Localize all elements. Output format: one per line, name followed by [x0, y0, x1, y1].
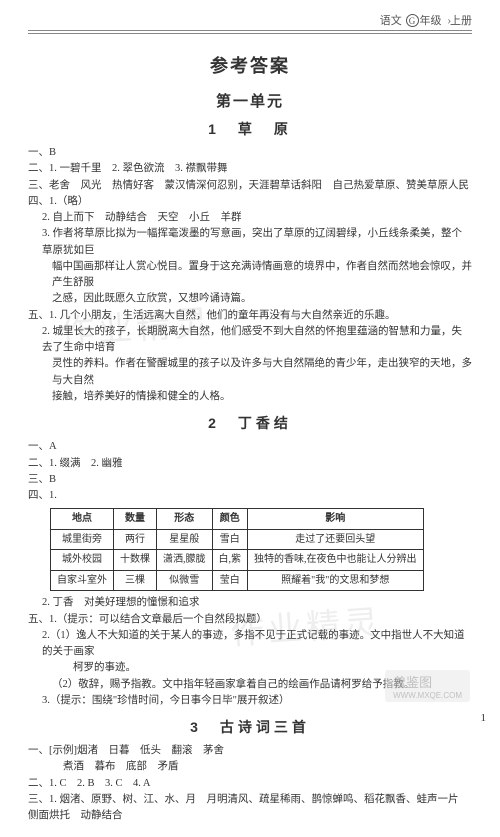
page-number: 1	[481, 712, 487, 724]
answer-line: 四、1.（略）	[28, 194, 472, 210]
answer-line: 2.（1）逸人不大知道的关于某人的事迹，多指不见于正式记载的事迹。文中指世人不大…	[28, 628, 472, 661]
table-row: 自家斗室外 三棵 似微雪 莹白 照耀着"我"的文思和梦想	[51, 570, 424, 591]
table-cell: 自家斗室外	[51, 570, 114, 591]
header-subject: 语文	[380, 15, 402, 27]
table-header: 影响	[248, 509, 424, 530]
answer-line: 三、B	[28, 472, 472, 488]
answer-line: 二、1. 缀满 2. 幽雅	[28, 456, 472, 472]
table-cell: 雪白	[212, 529, 248, 550]
header-rule-2	[28, 33, 472, 34]
main-title: 参考答案	[28, 52, 472, 78]
unit-title: 第一单元	[28, 90, 472, 111]
lesson-1-content: 一、B 二、1. 一碧千里 2. 翠色欲流 3. 襟飘带舞 三、老舍 风光 热情…	[28, 145, 472, 405]
header-volume: 上册	[450, 15, 472, 27]
table-cell: 照耀着"我"的文思和梦想	[248, 570, 424, 591]
table-header: 颜色	[212, 509, 248, 530]
footer-wm-sub: WWW.MXQE.COM	[393, 691, 462, 700]
table-row: 城里街旁 两行 星星般 雪白 走过了还要回头望	[51, 529, 424, 550]
answer-line: 二、1. 一碧千里 2. 翠色欲流 3. 襟飘带舞	[28, 161, 472, 177]
answer-line: 之感，因此既愿久立欣赏，又想吟诵诗篇。	[28, 291, 472, 307]
footer-wm-main: 曾鉴图	[393, 675, 432, 690]
answer-line: 三、老舍 风光 热情好客 蒙汉情深何忍别，天涯碧草话斜阳 自己热爱草原、赞美草原…	[28, 178, 472, 194]
answer-line: 一、A	[28, 439, 472, 455]
answer-line: 四、1.	[28, 488, 472, 504]
answer-line: 五、1. 几个小朋友，生活远离大自然，他们的童年再没有与大自然亲近的乐趣。	[28, 308, 472, 324]
header-grade-suffix: 年级	[420, 15, 442, 27]
answer-line: 3. 作者将草原比拟为一幅挥毫泼墨的写意画，突出了草原的辽阔碧绿，小丘线条柔美，…	[28, 226, 472, 259]
table-cell: 十数棵	[114, 550, 157, 571]
table-cell: 白,紫	[212, 550, 248, 571]
table-cell: 三棵	[114, 570, 157, 591]
answer-line: 三、1. 烟渚、原野、树、江、水、月 月明清风、疏星稀雨、鹊惊蝉鸣、稻花飘香、蛙…	[28, 792, 472, 825]
table-cell: 走过了还要回头望	[248, 529, 424, 550]
lesson-2-table: 地点 数量 形态 颜色 影响 城里街旁 两行 星星般 雪白 走过了还要回头望 城…	[50, 508, 424, 591]
answer-line: 二、1. C 2. B 3. C 4. A	[28, 776, 472, 792]
table-cell: 城里街旁	[51, 529, 114, 550]
answer-line: 一、B	[28, 145, 472, 161]
header-grade-circled: G	[406, 14, 419, 27]
answer-line: 五、1.（提示：可以结合文章最后一个自然段拟题）	[28, 612, 472, 628]
table-cell: 两行	[114, 529, 157, 550]
table-header-row: 地点 数量 形态 颜色 影响	[51, 509, 424, 530]
table-cell: 独特的香味,在夜色中也能让人分辨出	[248, 550, 424, 571]
header-rule-1	[28, 30, 472, 31]
table-cell: 似微雪	[157, 570, 213, 591]
answer-line: 接触，培养美好的情操和健全的人格。	[28, 389, 472, 405]
answer-line: 2. 自上而下 动静结合 天空 小丘 羊群	[28, 210, 472, 226]
answer-line: 2. 城里长大的孩子，长期脱离大自然，他们感受不到大自然的怀抱里蕴涵的智慧和力量…	[28, 324, 472, 357]
table-cell: 星星般	[157, 529, 213, 550]
table-header: 形态	[157, 509, 213, 530]
table-row: 城外校园 十数棵 潇洒,朦胧 白,紫 独特的香味,在夜色中也能让人分辨出	[51, 550, 424, 571]
footer-watermark: 曾鉴图 WWW.MXQE.COM	[385, 670, 470, 702]
table-cell: 莹白	[212, 570, 248, 591]
lesson-2-title: 2 丁香结	[28, 413, 472, 433]
answer-line: 一、[示例]烟渚 日暮 低头 翻滚 茅舍	[28, 743, 472, 759]
lesson-3-title: 3 古诗词三首	[28, 717, 472, 737]
table-header: 数量	[114, 509, 157, 530]
answer-line: 灵性的养料。作者在警醒城里的孩子以及许多与大自然隔绝的青少年，走出狭窄的天地，多…	[28, 356, 472, 389]
table-cell: 潇洒,朦胧	[157, 550, 213, 571]
table-cell: 城外校园	[51, 550, 114, 571]
lesson-3-content: 一、[示例]烟渚 日暮 低头 翻滚 茅舍 煮酒 暮布 底部 矛盾 二、1. C …	[28, 743, 472, 824]
table-header: 地点	[51, 509, 114, 530]
lesson-2-content: 一、A 二、1. 缀满 2. 幽雅 三、B 四、1. 地点 数量 形态 颜色 影…	[28, 439, 472, 709]
answer-line: 煮酒 暮布 底部 矛盾	[28, 759, 472, 775]
answer-line: 2. 丁香 对美好理想的憧憬和追求	[28, 595, 472, 611]
answer-line: 幅中国画那样让人赏心悦目。置身于这充满诗情画意的境界中，作者自然而然地会惊叹，并…	[28, 259, 472, 292]
page-header: 语文 G年级 ›› 上册	[28, 12, 472, 28]
lesson-1-title: 1 草 原	[28, 119, 472, 139]
